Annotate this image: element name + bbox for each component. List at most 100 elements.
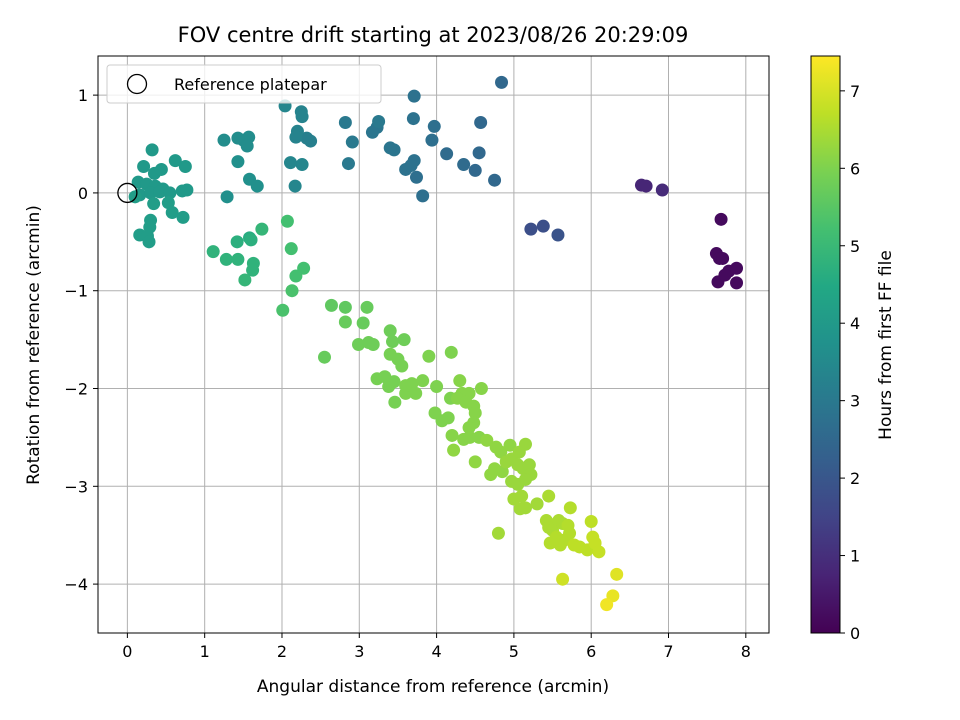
data-point <box>600 598 614 612</box>
data-point <box>255 222 269 236</box>
data-point <box>491 526 505 540</box>
data-point <box>338 300 352 314</box>
y-tick-label: 1 <box>78 86 88 105</box>
data-point <box>341 157 355 171</box>
legend-marker-icon <box>126 73 148 95</box>
data-point <box>220 190 234 204</box>
data-point <box>716 251 730 265</box>
data-point <box>178 160 192 174</box>
data-point <box>240 139 254 153</box>
data-point <box>289 130 303 144</box>
data-point <box>441 411 455 425</box>
data-point <box>518 437 532 451</box>
data-point <box>387 375 401 389</box>
data-point <box>289 269 303 283</box>
data-point <box>352 338 366 351</box>
data-point <box>128 190 142 204</box>
data-point <box>551 228 565 242</box>
data-point <box>730 261 744 275</box>
data-point <box>386 335 400 349</box>
data-point <box>453 374 467 388</box>
data-point <box>324 298 338 312</box>
y-axis-ticks: −4 −3 −2 −1 0 1 <box>64 86 98 594</box>
x-tick-label: 0 <box>122 642 132 661</box>
data-point <box>145 143 159 157</box>
x-tick-label: 1 <box>200 642 210 661</box>
y-tick-label: 0 <box>78 184 88 203</box>
data-point <box>318 350 332 364</box>
data-point <box>244 233 258 247</box>
data-point <box>610 567 624 581</box>
colorbar-label: Hours from first FF file <box>876 250 896 440</box>
data-point <box>407 89 421 103</box>
data-point <box>409 386 423 400</box>
data-point <box>284 242 298 256</box>
data-point <box>536 219 550 233</box>
data-point <box>444 345 458 359</box>
data-point <box>592 545 606 559</box>
data-point <box>383 324 397 338</box>
data-point <box>416 374 430 388</box>
y-axis-label: Rotation from reference (arcmin) <box>24 205 44 485</box>
data-point <box>447 443 461 457</box>
data-point <box>730 276 744 290</box>
data-points <box>128 75 744 612</box>
data-point <box>295 158 309 172</box>
data-point <box>154 162 168 176</box>
data-point <box>300 131 314 145</box>
x-tick-label: 4 <box>431 642 441 661</box>
data-point <box>440 147 454 161</box>
colorbar-gradient <box>810 55 841 634</box>
x-tick-label: 8 <box>741 642 751 661</box>
y-tick-label: −2 <box>64 380 88 399</box>
data-point <box>445 428 459 442</box>
data-point <box>563 501 577 515</box>
data-point <box>142 235 156 249</box>
x-tick-label: 2 <box>277 642 287 661</box>
colorbar-tick-label: 1 <box>850 547 860 566</box>
data-point <box>180 183 194 197</box>
data-point <box>474 382 488 396</box>
data-point <box>425 133 439 147</box>
colorbar-tick-label: 5 <box>850 237 860 256</box>
data-point <box>522 458 536 472</box>
data-point <box>457 158 471 172</box>
data-point <box>404 159 418 173</box>
data-point <box>518 501 532 515</box>
data-point <box>430 380 444 394</box>
colorbar-tick-label: 0 <box>850 624 860 643</box>
colorbar-tick-label: 3 <box>850 392 860 411</box>
x-tick-label: 6 <box>586 642 596 661</box>
data-point <box>530 497 544 511</box>
y-tick-label: −4 <box>64 575 88 594</box>
data-point <box>468 406 482 420</box>
data-point <box>427 119 441 133</box>
data-point <box>345 135 359 149</box>
data-point <box>168 154 182 168</box>
data-point <box>542 489 556 503</box>
data-point <box>137 160 151 174</box>
colorbar-tick-label: 2 <box>850 469 860 488</box>
data-point <box>395 359 409 373</box>
data-point <box>639 179 653 193</box>
data-point <box>488 173 502 187</box>
data-point <box>495 75 509 89</box>
data-point <box>176 210 190 224</box>
data-point <box>406 112 420 126</box>
x-tick-label: 3 <box>354 642 364 661</box>
data-point <box>295 110 309 124</box>
data-point <box>462 421 476 435</box>
data-point <box>153 185 167 199</box>
data-point <box>163 186 177 200</box>
colorbar-tick-label: 7 <box>850 82 860 101</box>
data-point <box>556 572 570 586</box>
data-point <box>474 116 488 130</box>
y-tick-label: −3 <box>64 477 88 496</box>
data-point <box>405 377 419 391</box>
colorbar-tick-label: 4 <box>850 314 860 333</box>
data-point <box>280 214 294 228</box>
data-point <box>518 472 532 486</box>
data-point <box>288 179 302 193</box>
data-point <box>372 115 386 129</box>
